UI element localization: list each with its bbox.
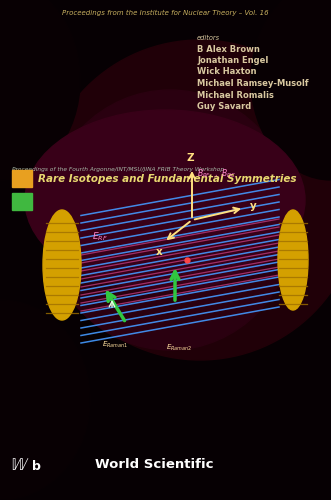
Text: Proceedings from the Institute for Nuclear Theory – Vol. 16: Proceedings from the Institute for Nucle… [62,10,268,16]
Text: Wick Haxton: Wick Haxton [197,68,257,76]
Text: World Scientific: World Scientific [95,458,213,471]
Ellipse shape [40,40,331,360]
Text: editors: editors [197,35,220,41]
Text: $E_{Raman2}$: $E_{Raman2}$ [166,343,192,353]
Text: $E_{Raman1}$: $E_{Raman1}$ [102,340,128,350]
Text: Michael Ramsey-Musolf: Michael Ramsey-Musolf [197,79,308,88]
Text: $B_{RF}$  ,  $B_{DC}$: $B_{RF}$ , $B_{DC}$ [197,168,236,180]
Ellipse shape [278,210,308,310]
Text: Guy Savard: Guy Savard [197,102,251,111]
Bar [12,170,32,187]
Text: Jonathan Engel: Jonathan Engel [197,56,268,65]
Text: $E_{RF}$: $E_{RF}$ [92,231,108,243]
Bar [12,193,32,210]
Text: y: y [250,201,257,211]
Text: x: x [156,247,163,257]
Text: b: b [31,460,40,472]
Ellipse shape [25,110,305,290]
Ellipse shape [0,300,90,500]
Text: $\mathbb{W}$: $\mathbb{W}$ [10,456,30,474]
Text: Michael Romalis: Michael Romalis [197,90,274,100]
Ellipse shape [43,210,81,320]
Text: B Alex Brown: B Alex Brown [197,44,260,54]
Ellipse shape [251,0,331,180]
Text: Rare Isotopes and Fundamental Symmetries: Rare Isotopes and Fundamental Symmetries [38,174,297,184]
Text: Z: Z [186,153,194,163]
Ellipse shape [45,90,295,350]
Ellipse shape [0,0,80,180]
Text: Proceedings of the Fourth Argonne/INT/MSU/JINA FRIB Theory Workshop: Proceedings of the Fourth Argonne/INT/MS… [12,168,224,172]
